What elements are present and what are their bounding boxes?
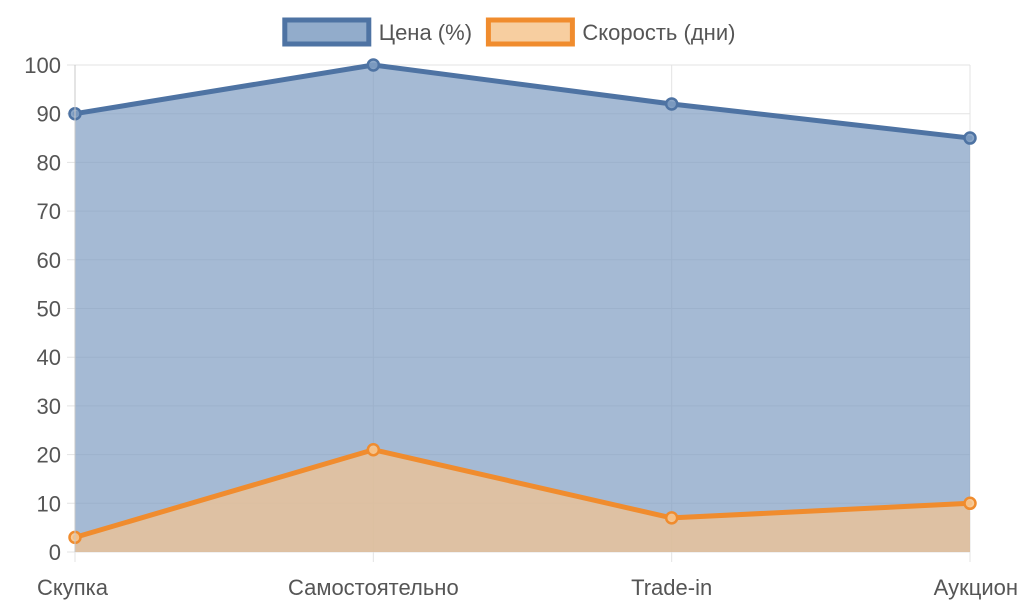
y-tick-label: 100 bbox=[24, 53, 61, 78]
plot-area bbox=[68, 58, 977, 552]
y-tick-label: 10 bbox=[37, 491, 61, 516]
y-tick-label: 30 bbox=[37, 394, 61, 419]
y-tick-label: 70 bbox=[37, 199, 61, 224]
legend-label[interactable]: Цена (%) bbox=[379, 20, 472, 45]
y-tick-label: 50 bbox=[37, 297, 61, 322]
series-1-point[interactable] bbox=[963, 131, 977, 145]
series-1-area bbox=[75, 65, 970, 552]
series-2-point[interactable] bbox=[963, 496, 977, 511]
x-tick-label: Самостоятельно bbox=[288, 575, 459, 600]
y-tick-label: 60 bbox=[37, 248, 61, 273]
x-tick-label: Trade-in bbox=[631, 575, 712, 600]
legend-swatch[interactable] bbox=[282, 17, 372, 47]
series-1-line bbox=[72, 62, 973, 141]
series-2-point[interactable] bbox=[366, 442, 381, 457]
series-2-line bbox=[72, 447, 973, 540]
series-1-point[interactable] bbox=[366, 58, 381, 72]
x-tick-label: Аукцион bbox=[934, 575, 1018, 600]
y-tick-label: 80 bbox=[37, 150, 61, 175]
series-2-area bbox=[75, 449, 970, 552]
axes: 0 10 20 30 40 50 60 70 80 90 100 Скупка Самостоятель… bbox=[24, 53, 1018, 600]
y-tick-label: 90 bbox=[37, 102, 61, 127]
y-tick-label: 20 bbox=[37, 443, 61, 468]
y-tick-label: 0 bbox=[49, 540, 61, 565]
x-tick-label: Скупка bbox=[37, 575, 109, 600]
legend-swatch[interactable] bbox=[485, 17, 575, 47]
y-tick-label: 40 bbox=[37, 345, 61, 370]
series-2-point[interactable] bbox=[664, 511, 679, 525]
legend: Цена (%) Скорость (дни) bbox=[282, 17, 735, 47]
legend-label[interactable]: Скорость (дни) bbox=[582, 20, 735, 45]
series-1-point[interactable] bbox=[664, 97, 679, 111]
